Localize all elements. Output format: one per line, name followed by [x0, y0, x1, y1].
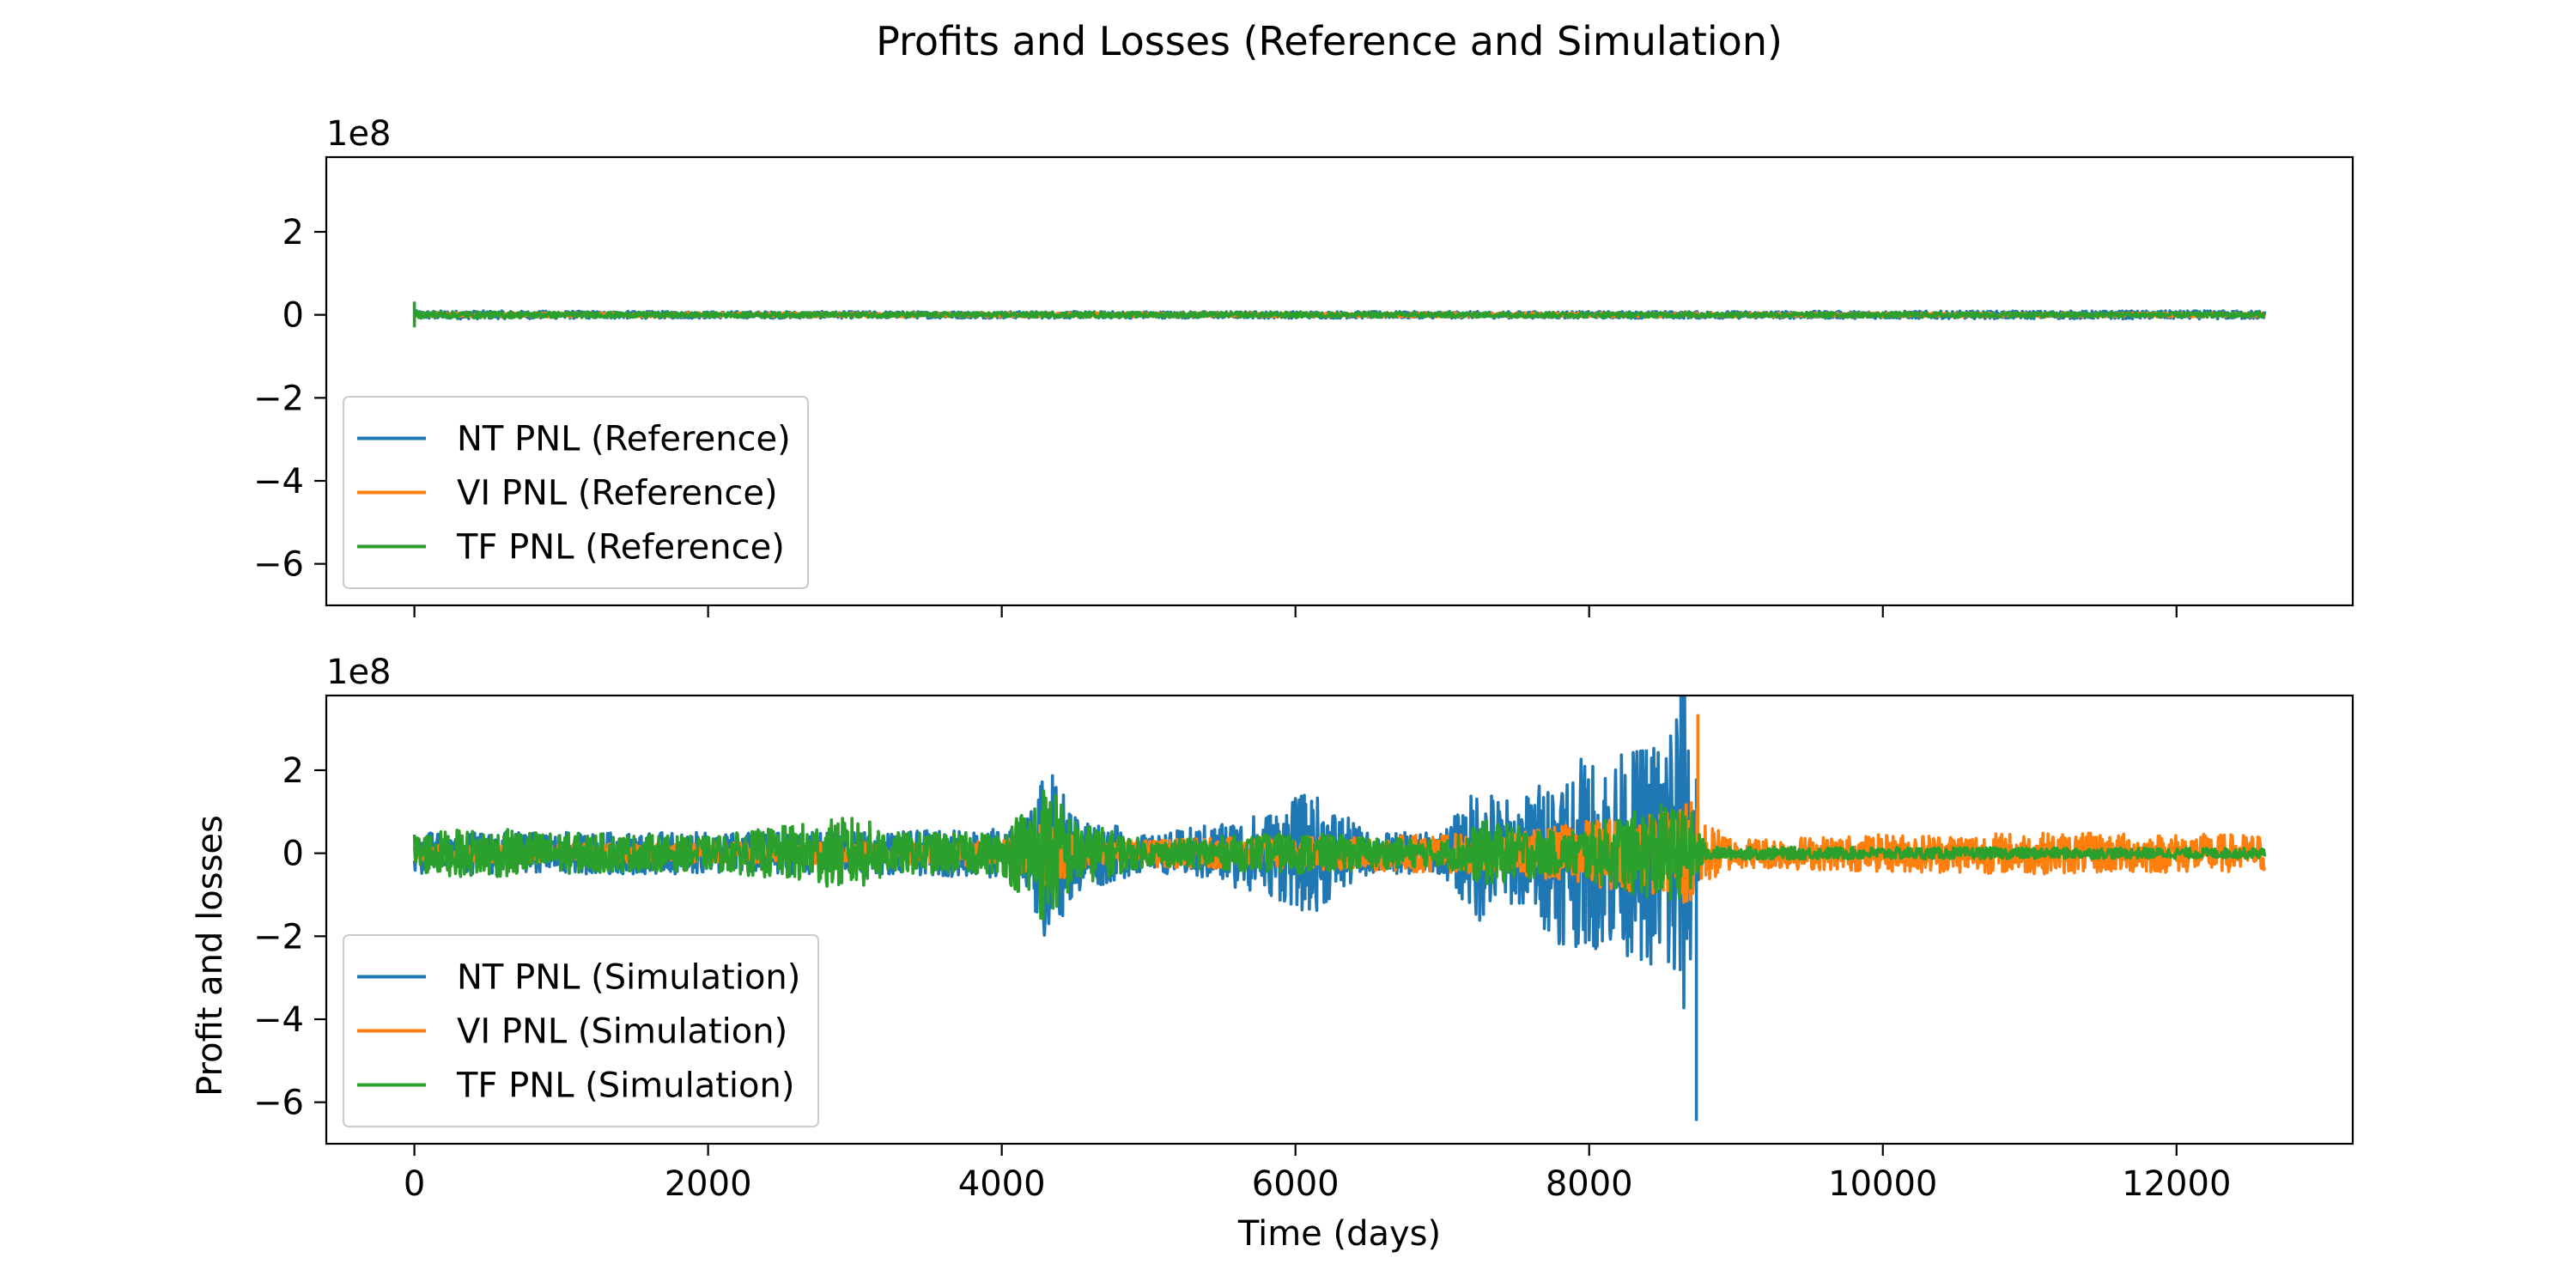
simulation-legend: NT PNL (Simulation) VI PNL (Simulation) TF… [343, 934, 819, 1127]
y-tick-label: −2 [253, 379, 304, 418]
x-tick-label: 0 [404, 1164, 425, 1204]
x-tick-label: 2000 [665, 1164, 752, 1204]
reference-plot-frame [325, 155, 2354, 607]
figure-title: Profits and Losses (Reference and Simula… [876, 18, 1783, 64]
x-tick-label: 12000 [2122, 1164, 2231, 1204]
y-tick-label: −6 [253, 545, 304, 585]
y-axis-label: Profit and losses [191, 815, 230, 1097]
legend-box [343, 396, 809, 589]
y-tick-label: 2 [283, 213, 304, 252]
y-tick-label: −4 [253, 462, 304, 501]
x-tick-label: 4000 [958, 1164, 1046, 1204]
reference-axis-ticks: 2 0 −2 −4 −6 [253, 213, 2178, 617]
x-tick-label: 10000 [1828, 1164, 1937, 1204]
reference-plot: 2 0 −2 −4 −6 1e8 NT PNL (Reference) VI PNL (R… [253, 114, 2354, 617]
legend-entry: TF PNL (Reference) [456, 528, 785, 568]
y-tick-label: −2 [253, 917, 304, 957]
reference-legend: NT PNL (Reference) VI PNL (Reference) TF P… [343, 396, 809, 589]
simulation-series-lines [412, 696, 2267, 1121]
simulation-axis-ticks: 0 2000 4000 6000 8000 10000 12000 2 0 −2 −4 −6 [253, 751, 2231, 1204]
legend-box [343, 934, 819, 1127]
legend-entry: NT PNL (Reference) [457, 420, 791, 459]
legend-entry: NT PNL (Simulation) [457, 958, 800, 998]
x-tick-label: 8000 [1546, 1164, 1633, 1204]
reference-y-multiplier: 1e8 [326, 114, 392, 154]
series-line-tf-pnl-reference [412, 301, 2266, 328]
legend-entry: VI PNL (Simulation) [457, 1012, 787, 1052]
y-tick-label: 0 [283, 296, 304, 336]
x-tick-label: 6000 [1252, 1164, 1340, 1204]
x-axis-label: Time (days) [1237, 1214, 1441, 1254]
y-tick-label: −6 [253, 1084, 304, 1123]
reference-series-lines [412, 301, 2267, 328]
series-line-tf-pnl-simulation [412, 789, 2267, 920]
simulation-plot-frame [325, 694, 2354, 1145]
y-tick-label: 0 [283, 835, 304, 874]
y-tick-label: −4 [253, 1000, 304, 1040]
simulation-y-multiplier: 1e8 [326, 653, 392, 692]
y-tick-label: 2 [283, 751, 304, 791]
legend-entry: VI PNL (Reference) [457, 474, 778, 513]
legend-entry: TF PNL (Simulation) [456, 1066, 794, 1106]
